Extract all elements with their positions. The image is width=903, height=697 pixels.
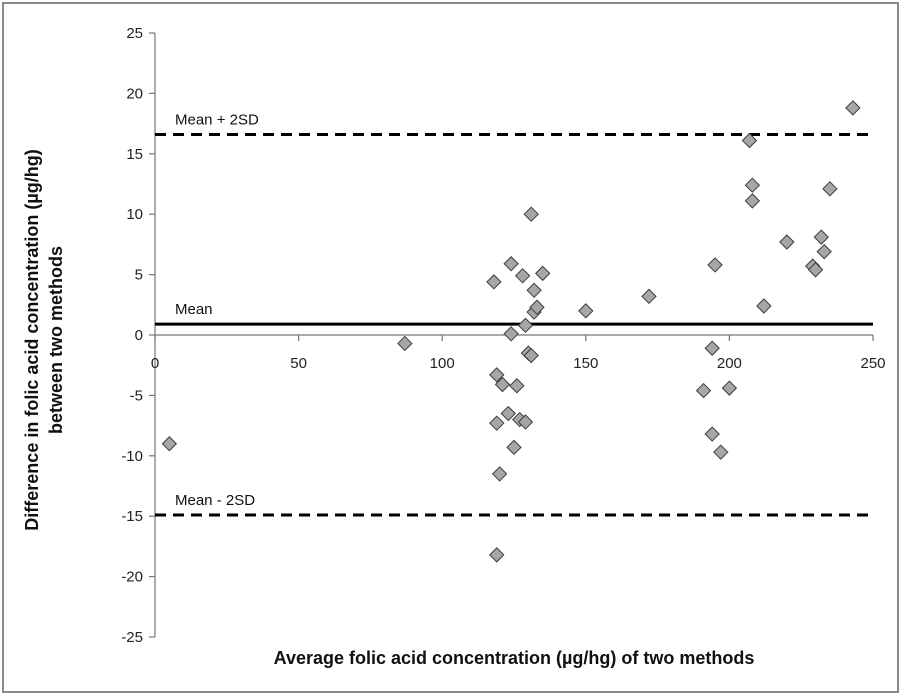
data-point bbox=[721, 380, 738, 396]
data-point bbox=[807, 262, 824, 278]
data-point bbox=[509, 378, 525, 394]
y-tick-label: 15 bbox=[126, 146, 143, 163]
x-tick-label: 150 bbox=[573, 355, 598, 372]
x-tick-label: 250 bbox=[860, 355, 885, 372]
data-point bbox=[489, 367, 505, 383]
data-point bbox=[523, 206, 539, 222]
y-tick-label: -25 bbox=[121, 629, 143, 646]
data-point bbox=[494, 376, 511, 393]
y-tick-label: 20 bbox=[126, 85, 143, 102]
y-axis-title: Difference in folic acid concentration (… bbox=[22, 149, 66, 530]
data-point bbox=[489, 415, 505, 431]
data-point bbox=[704, 426, 720, 442]
data-point bbox=[695, 382, 712, 399]
data-point bbox=[744, 177, 761, 193]
data-point bbox=[489, 547, 505, 563]
x-tick-label: 100 bbox=[430, 355, 455, 372]
data-point bbox=[741, 132, 758, 149]
reference-line-label: Mean bbox=[175, 301, 213, 318]
data-point bbox=[161, 436, 178, 452]
x-axis-title: Average folic acid concentration (µg/hg)… bbox=[274, 648, 755, 668]
y-tick-label: -5 bbox=[130, 387, 143, 404]
x-tick-label: 0 bbox=[151, 355, 159, 372]
data-point bbox=[756, 298, 772, 314]
data-point bbox=[845, 100, 861, 116]
reference-lines: Mean + 2SD Mean Mean - 2SD bbox=[155, 111, 873, 517]
data-point bbox=[744, 193, 761, 209]
data-point bbox=[500, 405, 516, 422]
y-tick-label: 0 bbox=[135, 327, 143, 344]
reference-line-label: Mean - 2SD bbox=[175, 492, 255, 509]
data-point bbox=[503, 326, 519, 342]
data-point bbox=[523, 347, 539, 364]
data-point bbox=[779, 234, 795, 250]
data-point bbox=[517, 414, 534, 430]
data-point bbox=[813, 229, 830, 245]
data-point bbox=[526, 282, 542, 299]
data-point bbox=[486, 274, 502, 290]
data-point bbox=[397, 335, 413, 352]
y-tick-label: 5 bbox=[135, 267, 143, 284]
data-point bbox=[578, 303, 594, 319]
y-tick-label: 25 bbox=[126, 25, 143, 42]
y-tick-label: -10 bbox=[121, 448, 143, 465]
data-point bbox=[816, 243, 832, 260]
data-point bbox=[503, 256, 519, 272]
data-point bbox=[707, 257, 723, 273]
data-point bbox=[641, 288, 657, 305]
data-point bbox=[822, 181, 838, 197]
reference-line-label: Mean + 2SD bbox=[175, 111, 259, 128]
x-tick-label: 200 bbox=[717, 355, 742, 372]
data-point bbox=[506, 439, 522, 456]
y-tick-label: -20 bbox=[121, 569, 143, 586]
data-points bbox=[161, 100, 861, 563]
data-point bbox=[535, 265, 551, 282]
y-tick-label: 10 bbox=[126, 206, 143, 223]
data-point bbox=[491, 466, 508, 482]
y-tick-label: -15 bbox=[121, 508, 143, 525]
data-point bbox=[713, 444, 729, 460]
data-point bbox=[529, 299, 545, 315]
x-tick-label: 50 bbox=[290, 355, 307, 372]
data-point bbox=[514, 268, 531, 284]
y-axis-title-line2: between two methods bbox=[46, 246, 66, 434]
y-axis-title-line1: Difference in folic acid concentration (… bbox=[22, 149, 42, 530]
data-point bbox=[704, 340, 720, 356]
data-point bbox=[517, 317, 534, 334]
